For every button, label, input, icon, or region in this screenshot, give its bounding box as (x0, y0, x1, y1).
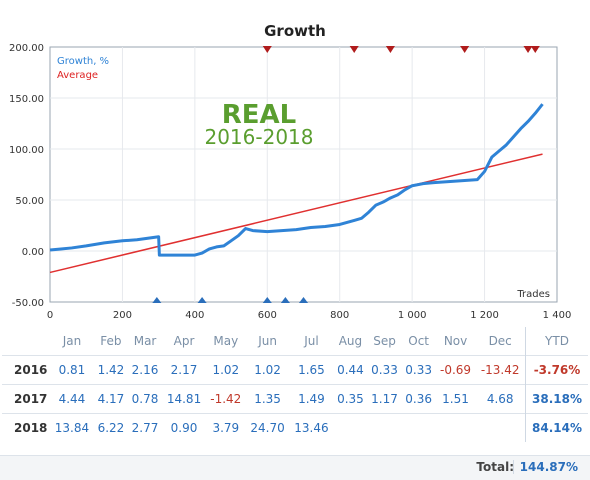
month-header: Jan (62, 334, 82, 348)
month-value-cell: 1.42 (97, 363, 125, 377)
y-tick-label: -50.00 (12, 298, 44, 309)
month-value-cell: 0.33 (371, 363, 398, 377)
y-tick-label: 150.00 (9, 94, 44, 105)
month-value-cell (333, 414, 367, 443)
deposit-marker (197, 297, 207, 303)
month-value-cell (475, 414, 525, 443)
month-header: Jun (258, 334, 277, 348)
total-label: Total: (476, 460, 514, 474)
month-value-cell: 0.35 (337, 392, 364, 406)
deposit-marker (299, 297, 308, 303)
deposit-marker (280, 297, 290, 303)
month-value-cell: 24.70 (250, 421, 285, 435)
month-header: Sep (373, 334, 396, 348)
table-row: 2018 13.84 6.22 2.77 0.90 3.79 24.70 13.46 84.14… (2, 413, 588, 443)
plot-area (49, 46, 558, 303)
x-tick-label: 800 (330, 310, 349, 321)
withdrawal-marker (262, 46, 272, 53)
annotation-years: 2016-2018 (204, 125, 313, 149)
legend-average: Average (57, 70, 98, 81)
x-tick-label: 1 400 (543, 310, 572, 321)
month-value-cell: -0.69 (440, 363, 472, 377)
month-header: Feb (100, 334, 122, 348)
month-header: Dec (488, 334, 512, 348)
month-value-cell: 0.44 (337, 363, 364, 377)
month-value-cell: -13.42 (480, 363, 520, 377)
total-row: Total: 144.87% (0, 455, 590, 480)
month-value-cell (402, 414, 436, 443)
monthly-returns-table: Jan Feb Mar Apr May Jun Jul Aug Sep Oct … (2, 327, 588, 442)
month-value-cell: 1.02 (254, 363, 281, 377)
month-header: Nov (443, 334, 468, 348)
month-value-cell: 0.81 (58, 363, 86, 377)
month-value-cell: 0.78 (131, 392, 159, 406)
month-header: Aug (338, 334, 363, 348)
month-value-cell: 1.49 (298, 392, 325, 406)
series-line-growth (49, 103, 544, 257)
month-value-cell: 4.68 (486, 392, 514, 406)
year-header (2, 327, 50, 356)
month-value-cell: 1.17 (371, 392, 398, 406)
month-value-cell: 4.17 (97, 392, 125, 406)
month-value-cell (367, 414, 401, 443)
withdrawal-marker (523, 46, 533, 53)
month-value-cell: 2.16 (131, 363, 159, 377)
month-value-cell: 13.46 (294, 421, 329, 435)
month-value-cell: 0.33 (405, 363, 432, 377)
month-value-cell: 2.17 (170, 363, 198, 377)
withdrawal-marker (385, 46, 395, 53)
x-tick-label: 600 (258, 310, 277, 321)
chart-title: Growth (264, 22, 326, 40)
x-axis-label: Trades (516, 289, 550, 300)
year-cell: 2018 (14, 421, 48, 435)
growth-chart: Growth -50.00 0.00 50.00 100.00 150.00 200.00… (9, 22, 572, 321)
x-tick-label: 400 (185, 310, 204, 321)
month-value-cell: 0.90 (170, 421, 198, 435)
x-tick-label: 1 200 (470, 310, 499, 321)
month-value-cell: 2.77 (131, 421, 159, 435)
month-header: Oct (408, 334, 430, 348)
month-value-cell: 1.51 (442, 392, 469, 406)
y-tick-label: 0.00 (22, 247, 44, 258)
x-tick-label: 1 000 (398, 310, 427, 321)
withdrawal-marker (530, 46, 540, 53)
month-header: Jul (304, 334, 319, 348)
annotation-real: REAL (222, 100, 296, 130)
x-tick-label: 200 (113, 310, 132, 321)
month-value-cell: 6.22 (97, 421, 125, 435)
month-value-cell: 14.81 (166, 392, 202, 406)
table-header-row: Jan Feb Mar Apr May Jun Jul Aug Sep Oct … (2, 327, 588, 356)
ytd-cell: 38.18% (525, 384, 588, 414)
series-line-average (49, 153, 543, 274)
total-value: 144.87% (512, 460, 578, 474)
withdrawal-marker (349, 46, 359, 53)
ytd-cell: 84.14% (525, 413, 588, 442)
month-value-cell: 4.44 (58, 392, 86, 406)
month-header: Mar (133, 334, 157, 348)
table-row: 2016 0.81 1.42 2.16 2.17 1.02 1.02 1.65 0.44 0.33… (2, 355, 588, 385)
x-tick-label: 0 (47, 310, 53, 321)
ytd-cell: -3.76% (525, 355, 588, 385)
year-cell: 2017 (14, 392, 48, 406)
month-header: Apr (173, 334, 195, 348)
y-tick-label: 200.00 (9, 43, 44, 54)
month-value-cell: 13.84 (54, 421, 90, 435)
y-tick-label: 100.00 (9, 145, 44, 156)
deposit-marker (262, 297, 272, 303)
table-row: 2017 4.44 4.17 0.78 14.81 -1.42 1.35 1.49 0.35 1.… (2, 384, 588, 414)
month-value-cell: -1.42 (210, 392, 242, 406)
withdrawal-marker (460, 46, 470, 53)
deposit-marker (152, 297, 162, 303)
ytd-header: YTD (525, 327, 588, 356)
month-value-cell (436, 414, 476, 443)
month-value-cell: 3.79 (212, 421, 240, 435)
y-tick-label: 50.00 (15, 196, 44, 207)
year-cell: 2016 (14, 363, 48, 377)
month-header: May (213, 334, 239, 348)
month-value-cell: 1.02 (212, 363, 240, 377)
month-value-cell: 0.36 (405, 392, 432, 406)
legend-growth: Growth, % (57, 56, 109, 67)
month-value-cell: 1.65 (298, 363, 325, 377)
month-value-cell: 1.35 (254, 392, 281, 406)
